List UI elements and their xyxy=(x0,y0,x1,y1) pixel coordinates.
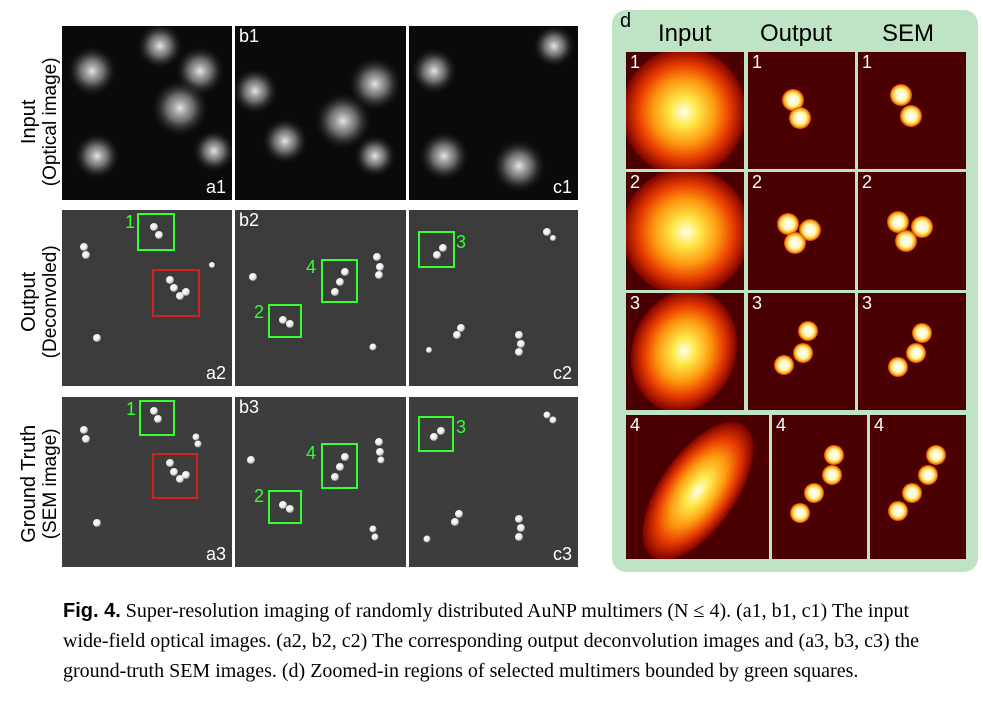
deconvolved-image-a2 xyxy=(80,213,215,342)
sem-image-b3 xyxy=(247,438,385,541)
panel-b2: 4 2 b2 xyxy=(235,210,406,386)
zoom-sem-2: 2 xyxy=(858,172,966,290)
optical-image-a1 xyxy=(66,26,232,180)
zoom-output-3: 3 xyxy=(748,293,855,410)
marker-label-3: 3 xyxy=(456,232,467,252)
zoom-number-input-2: 2 xyxy=(630,172,641,192)
zoom-output-1: 1 xyxy=(748,52,855,169)
zoom-number-sem-3: 3 xyxy=(862,293,873,313)
marker-label-1-sem: 1 xyxy=(126,399,137,419)
panel-c3: 3 c3 xyxy=(409,397,578,567)
panel-b1: b1 xyxy=(235,26,406,200)
zoom-sem-3: 3 xyxy=(858,293,966,410)
zoom-number-sem-2: 2 xyxy=(862,172,873,192)
panel-label-c1: c1 xyxy=(552,177,572,197)
zoom-number-input-4: 4 xyxy=(630,415,641,435)
panel-label-c2: c2 xyxy=(552,363,572,383)
row-label-output-subtitle: (Deconvoled) xyxy=(40,245,62,359)
zoom-input-3: 3 xyxy=(626,293,744,410)
zoom-output-4: 4 xyxy=(772,415,867,559)
zoom-number-output-2: 2 xyxy=(752,172,763,192)
zoom-number-sem-1: 1 xyxy=(862,52,873,72)
zoom-input-4: 4 xyxy=(626,415,769,559)
panel-a3: 1 a3 xyxy=(62,397,232,567)
panel-c2: 3 c2 xyxy=(409,210,578,386)
optical-image-b1 xyxy=(235,56,403,178)
zoom-number-output-4: 4 xyxy=(776,415,787,435)
zoom-number-input-3: 3 xyxy=(630,293,641,313)
deconvolved-image-b2 xyxy=(249,253,384,351)
deconvolved-image-c2 xyxy=(418,228,556,356)
zoom-sem-1: 1 xyxy=(858,52,966,169)
sem-image-a3 xyxy=(80,400,202,527)
row-label-input-title: Input xyxy=(18,99,41,145)
panel-label-d: d xyxy=(620,10,632,32)
row-label-ground-truth-subtitle: (SEM image) xyxy=(40,428,62,540)
zoom-input-2: 2 xyxy=(626,172,744,290)
sem-image-c3 xyxy=(418,411,557,543)
zoom-output-2: 2 xyxy=(748,172,855,290)
panel-b3: 4 2 b3 xyxy=(235,397,406,567)
panel-label-a1: a1 xyxy=(205,177,226,197)
marker-label-4: 4 xyxy=(306,257,317,277)
row-label-output: Output (Deconvoled) xyxy=(18,212,62,392)
figure-label: Fig. 4. xyxy=(63,600,121,622)
zoom-header-sem: SEM xyxy=(882,20,935,47)
panel-label-a2: a2 xyxy=(205,363,226,383)
zoom-sem-4: 4 xyxy=(870,415,966,559)
zoom-number-input-1: 1 xyxy=(630,52,641,72)
marker-label-2-sem: 2 xyxy=(254,486,265,506)
row-label-input-subtitle: (Optical image) xyxy=(40,57,62,187)
marker-label-3-sem: 3 xyxy=(456,417,467,437)
zoom-header-output: Output xyxy=(760,20,833,47)
marker-label-1: 1 xyxy=(125,212,136,232)
row-label-input: Input (Optical image) xyxy=(18,32,62,212)
caption-text: Super-resolution imaging of randomly dis… xyxy=(63,600,920,682)
panel-c1: c1 xyxy=(409,26,578,200)
marker-label-4-sem: 4 xyxy=(306,443,317,463)
marker-label-2: 2 xyxy=(254,302,265,322)
zoom-header-input: Input xyxy=(658,20,712,47)
panel-label-b3: b3 xyxy=(239,397,260,417)
panel-label-c3: c3 xyxy=(552,544,572,564)
panel-a2: 1 a2 xyxy=(62,210,232,386)
optical-image-c1 xyxy=(410,26,576,194)
row-label-ground-truth: Ground Truth (SEM image) xyxy=(18,394,62,574)
zoom-number-output-3: 3 xyxy=(752,293,763,313)
panel-label-a3: a3 xyxy=(205,544,226,564)
row-label-ground-truth-title: Ground Truth xyxy=(18,424,41,543)
zoom-input-1: 1 xyxy=(626,52,744,169)
zoom-number-output-1: 1 xyxy=(752,52,763,72)
panel-label-b1: b1 xyxy=(239,26,260,46)
figure-caption: Fig. 4. Super-resolution imaging of rand… xyxy=(63,596,943,686)
panel-a1: a1 xyxy=(62,26,232,200)
panel-label-b2: b2 xyxy=(239,210,260,230)
zoom-number-sem-4: 4 xyxy=(874,415,885,435)
row-label-output-title: Output xyxy=(18,271,41,332)
